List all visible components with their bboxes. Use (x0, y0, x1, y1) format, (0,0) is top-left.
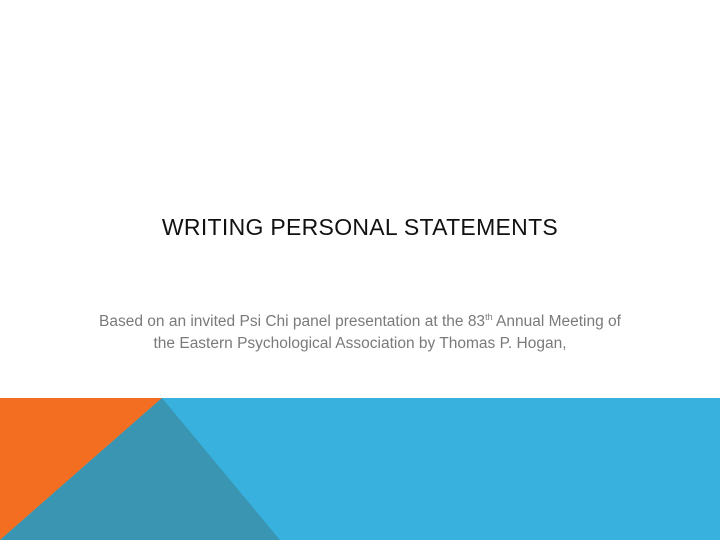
banner-teal-triangle (0, 398, 280, 540)
decorative-banner (0, 398, 720, 540)
slide-title: WRITING PERSONAL STATEMENTS (161, 214, 559, 240)
subtitle-line1-end: Annual Meeting of (492, 313, 621, 330)
slide-subtitle: Based on an invited Psi Chi panel presen… (40, 311, 680, 355)
subtitle-ordinal-suffix: th (485, 311, 493, 322)
subtitle-line1-start: Based on an invited Psi Chi panel presen… (99, 313, 486, 330)
subtitle-line2: the Eastern Psychological Association by… (153, 335, 567, 352)
